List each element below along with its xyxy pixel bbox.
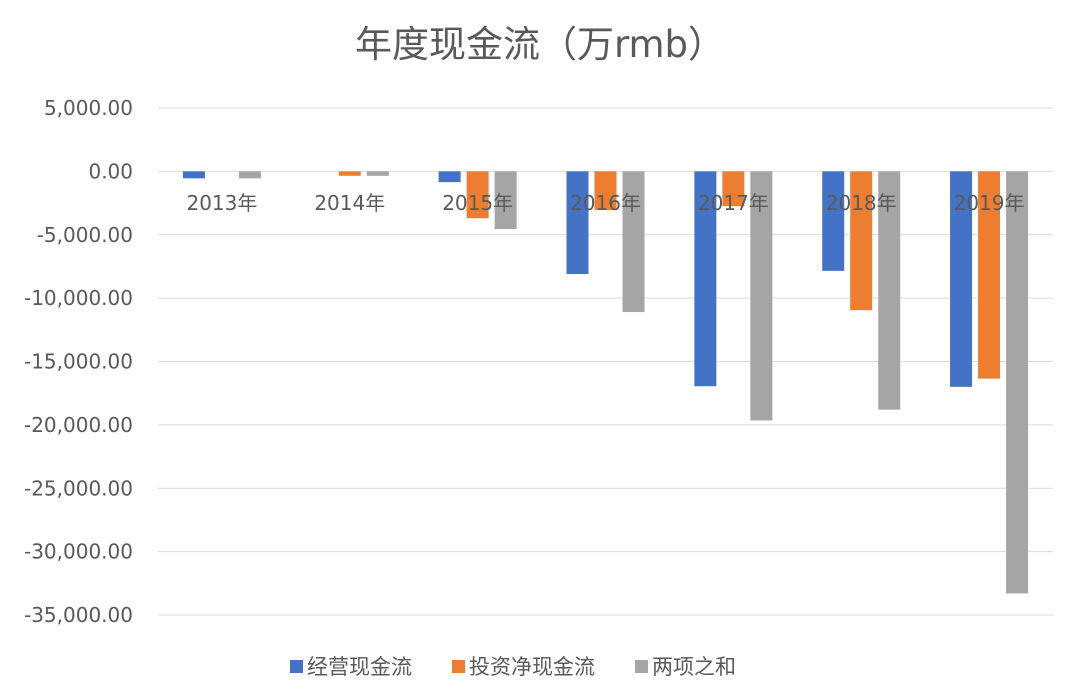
legend[interactable]: 经营现金流 投资净现金流 两项之和 — [290, 655, 736, 679]
bar — [438, 171, 461, 183]
bar — [950, 171, 973, 387]
legend-item[interactable]: 投资净现金流 — [452, 655, 595, 679]
y-tick-label: -25,000.00 — [24, 476, 133, 500]
legend-swatch — [452, 660, 465, 673]
x-tick-label: 2014年 — [314, 191, 385, 215]
legend-label: 经营现金流 — [307, 655, 412, 679]
legend-item[interactable]: 经营现金流 — [290, 655, 412, 679]
legend-swatch — [635, 660, 648, 673]
x-tick-label: 2015年 — [442, 191, 513, 215]
bar — [494, 171, 517, 230]
y-tick-label: 5,000.00 — [44, 96, 133, 120]
x-tick-label: 2018年 — [826, 191, 897, 215]
bar — [566, 171, 589, 275]
bar — [466, 171, 489, 219]
x-tick-label: 2019年 — [954, 191, 1025, 215]
bars — [182, 171, 1029, 594]
y-tick-label: -20,000.00 — [24, 413, 133, 437]
bar — [338, 171, 361, 176]
y-tick-label: -15,000.00 — [24, 350, 133, 374]
bar — [238, 171, 261, 179]
bar — [750, 171, 773, 421]
bar — [878, 171, 901, 410]
legend-label: 投资净现金流 — [469, 655, 595, 679]
bar — [182, 171, 205, 179]
bar — [822, 171, 845, 271]
x-tick-label: 2016年 — [570, 191, 641, 215]
x-axis-categories: 2013年 2014年 2015年 2016年 2017年 2018年 2019年 — [186, 191, 1024, 215]
bar — [850, 171, 873, 311]
bar — [722, 171, 745, 207]
bar — [1006, 171, 1029, 594]
x-tick-label: 2017年 — [698, 191, 769, 215]
y-tick-label: -30,000.00 — [24, 540, 133, 564]
legend-swatch — [290, 660, 303, 673]
bar — [978, 171, 1001, 379]
y-axis-ticks: 5,000.00 0.00 -5,000.00 -10,000.00 -15,000.0… — [24, 96, 133, 627]
y-tick-label: 0.00 — [88, 159, 133, 183]
y-tick-label: -35,000.00 — [24, 603, 133, 627]
y-tick-label: -10,000.00 — [24, 286, 133, 310]
bar — [366, 171, 389, 176]
bar — [594, 171, 617, 211]
y-tick-label: -5,000.00 — [37, 223, 133, 247]
x-tick-label: 2013年 — [186, 191, 257, 215]
legend-label: 两项之和 — [652, 655, 736, 679]
chart-title: 年度现金流（万rmb） — [354, 23, 726, 66]
legend-item[interactable]: 两项之和 — [635, 655, 736, 679]
bar — [694, 171, 717, 387]
bar — [622, 171, 645, 313]
